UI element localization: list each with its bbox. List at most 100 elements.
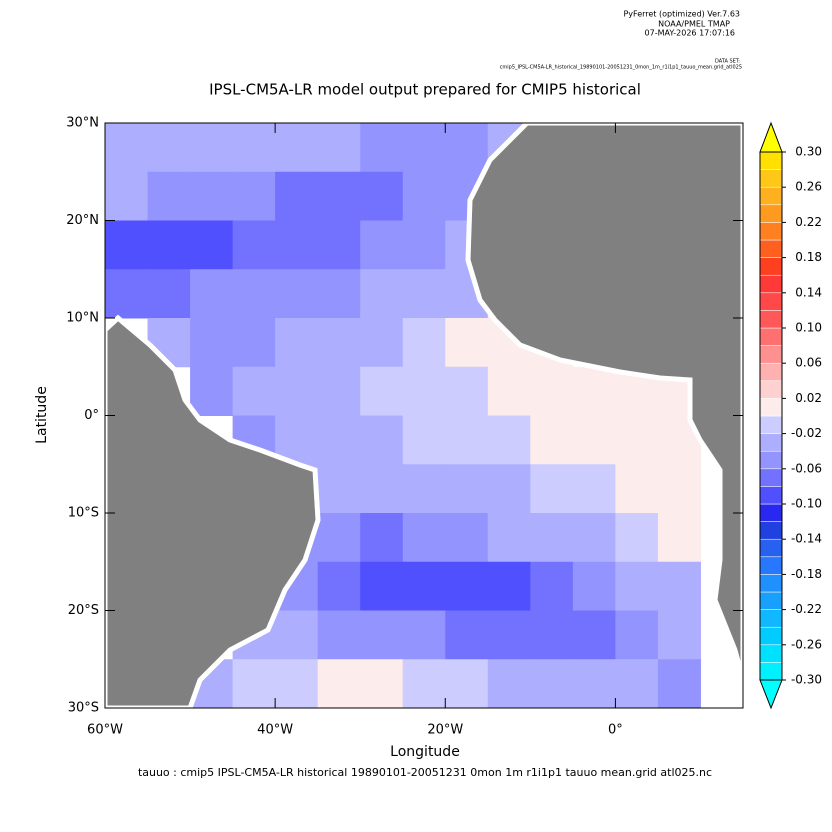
cell — [275, 366, 319, 416]
cell — [360, 123, 404, 173]
x-tick-label: 0° — [608, 723, 623, 738]
x-axis-label: Longitude — [390, 744, 460, 760]
cell — [445, 415, 489, 465]
cell — [615, 659, 659, 709]
colorbar-bin — [759, 186, 783, 206]
colorbar-bin — [759, 521, 783, 540]
cell — [402, 366, 446, 416]
colorbar-tick-label: 0.10 — [795, 321, 822, 335]
cell — [530, 513, 574, 563]
cell — [445, 659, 489, 709]
colorbar-frame — [759, 151, 783, 681]
cell — [317, 220, 361, 270]
cell — [572, 464, 616, 514]
cell — [105, 269, 149, 319]
header-line: PyFerret (optimized) Ver.7.63 — [623, 10, 740, 19]
cell — [147, 269, 191, 319]
cell — [487, 659, 531, 709]
y-tick-label: 10°N — [66, 311, 99, 326]
cell — [190, 123, 234, 173]
colorbar-bin — [759, 662, 783, 681]
colorbar-tick-label: 0.18 — [795, 250, 822, 264]
cell — [657, 513, 701, 563]
colorbar-bin — [759, 239, 783, 258]
cell — [402, 123, 446, 173]
cell — [232, 366, 276, 416]
cell — [402, 561, 446, 611]
africa — [465, 120, 746, 681]
cell — [275, 220, 319, 270]
cell — [317, 318, 361, 368]
y-tick-label: 30°N — [66, 116, 99, 131]
cell — [275, 318, 319, 368]
colorbar-bin — [759, 292, 783, 311]
cell — [317, 366, 361, 416]
colorbar-bin — [759, 257, 783, 276]
cell — [572, 659, 616, 709]
colorbar-bin — [759, 486, 783, 505]
cell — [360, 220, 404, 270]
header-line: NOAA/PMEL TMAP — [658, 20, 730, 29]
y-tick-label: 20°N — [66, 213, 99, 228]
y-axis-label: Latitude — [34, 386, 50, 444]
colorbar-bin — [759, 310, 783, 329]
x-tick-label: 40°W — [257, 723, 293, 738]
colorbar-tick-label: -0.06 — [791, 461, 822, 475]
colorbar-bin — [759, 274, 783, 294]
cell — [317, 171, 361, 221]
cell — [275, 610, 319, 660]
cell — [232, 220, 276, 270]
y-tick-label: 10°S — [68, 506, 99, 521]
colorbar-bin — [759, 626, 783, 646]
cell — [445, 318, 489, 368]
colorbar-bin — [759, 415, 783, 434]
cell — [615, 415, 659, 465]
cell — [360, 415, 404, 465]
chart-title: IPSL-CM5A-LR model output prepared for C… — [209, 81, 641, 99]
colorbar-bin — [759, 222, 783, 241]
cell — [487, 366, 531, 416]
cell — [232, 171, 276, 221]
colorbar-tick-label: 0.02 — [795, 391, 822, 405]
colorbar-over — [759, 121, 783, 153]
header-line: 07-MAY-2026 17:07:16 — [645, 29, 735, 38]
colorbar-bin — [759, 556, 783, 575]
cell — [402, 269, 446, 319]
colorbar-bin — [759, 151, 783, 170]
colorbar-tick-label: -0.30 — [791, 673, 822, 687]
cell — [402, 610, 446, 660]
cell — [360, 561, 404, 611]
cell — [487, 561, 531, 611]
cell — [657, 659, 701, 709]
cell — [190, 220, 234, 270]
colorbar-tick-label: 0.26 — [795, 180, 822, 194]
cell — [530, 561, 574, 611]
cell — [402, 318, 446, 368]
cell — [615, 561, 659, 611]
cell — [360, 610, 404, 660]
cell — [232, 123, 276, 173]
cell — [275, 123, 319, 173]
cell — [190, 171, 234, 221]
colorbar-tick-label: 0.30 — [795, 145, 822, 159]
cell — [360, 318, 404, 368]
cell — [402, 171, 446, 221]
cell — [275, 171, 319, 221]
cell — [360, 659, 404, 709]
y-tick-label: 0° — [84, 408, 99, 423]
colorbar-under — [759, 679, 783, 710]
y-tick-label: 20°S — [68, 603, 99, 618]
cell — [147, 123, 191, 173]
colorbar-bin — [759, 433, 783, 452]
colorbar-bin — [759, 327, 783, 346]
colorbar-bin — [759, 362, 783, 382]
cell — [317, 123, 361, 173]
cell — [275, 269, 319, 319]
colorbar-bin — [759, 380, 783, 399]
cell — [530, 610, 574, 660]
cell — [572, 366, 616, 416]
cell — [572, 513, 616, 563]
cell — [190, 269, 234, 319]
cell — [317, 561, 361, 611]
colorbar-tick-label: -0.22 — [791, 602, 822, 616]
